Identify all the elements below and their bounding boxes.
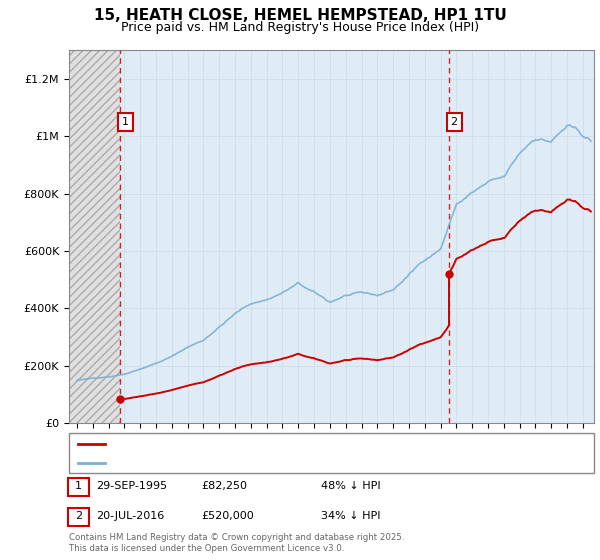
Text: Price paid vs. HM Land Registry's House Price Index (HPI): Price paid vs. HM Land Registry's House … bbox=[121, 21, 479, 34]
Text: HPI: Average price, detached house, Dacorum: HPI: Average price, detached house, Daco… bbox=[110, 458, 362, 468]
Bar bbox=[69, 50, 121, 423]
Text: 48% ↓ HPI: 48% ↓ HPI bbox=[321, 480, 380, 491]
Text: 20-JUL-2016: 20-JUL-2016 bbox=[96, 511, 164, 521]
Text: 34% ↓ HPI: 34% ↓ HPI bbox=[321, 511, 380, 521]
Text: 2: 2 bbox=[75, 511, 82, 521]
Text: 1: 1 bbox=[122, 117, 128, 127]
Text: 2: 2 bbox=[451, 117, 458, 127]
Text: 15, HEATH CLOSE, HEMEL HEMPSTEAD, HP1 1TU (detached house): 15, HEATH CLOSE, HEMEL HEMPSTEAD, HP1 1T… bbox=[110, 439, 475, 449]
Text: 15, HEATH CLOSE, HEMEL HEMPSTEAD, HP1 1TU: 15, HEATH CLOSE, HEMEL HEMPSTEAD, HP1 1T… bbox=[94, 8, 506, 24]
Text: £82,250: £82,250 bbox=[201, 480, 247, 491]
Text: Contains HM Land Registry data © Crown copyright and database right 2025.
This d: Contains HM Land Registry data © Crown c… bbox=[69, 533, 404, 553]
Text: 29-SEP-1995: 29-SEP-1995 bbox=[96, 480, 167, 491]
Text: £520,000: £520,000 bbox=[201, 511, 254, 521]
Text: 1: 1 bbox=[75, 480, 82, 491]
